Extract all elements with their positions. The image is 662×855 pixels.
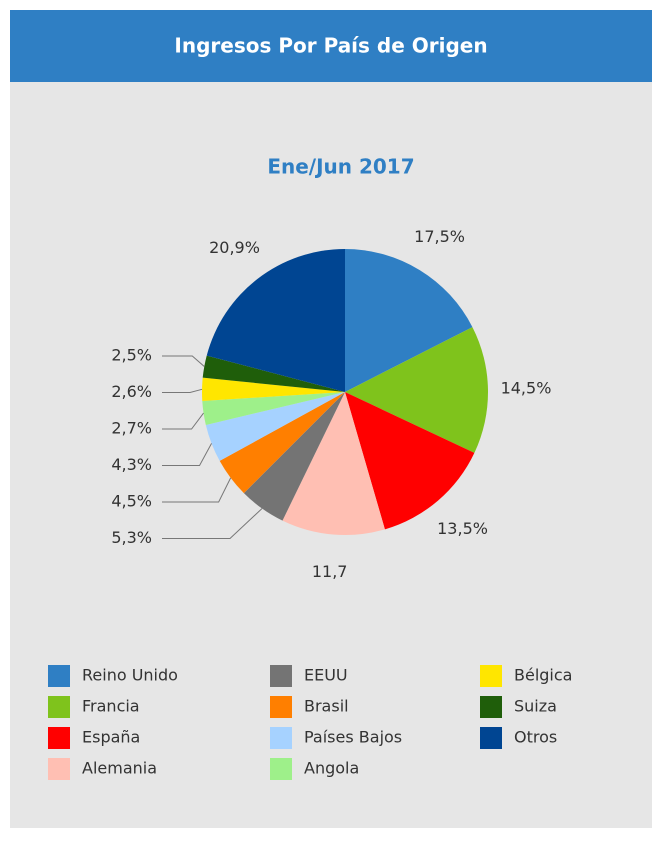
data-label: 4,3% xyxy=(111,455,152,474)
legend-label: Suiza xyxy=(514,697,557,716)
legend-label: Angola xyxy=(304,759,359,778)
leader-line xyxy=(162,477,232,503)
legend-label: Otros xyxy=(514,728,557,747)
pie-slice xyxy=(345,327,488,453)
leader-line xyxy=(162,388,203,393)
legend-label: Países Bajos xyxy=(304,728,402,747)
data-label: 2,7% xyxy=(111,419,152,438)
data-label: 2,6% xyxy=(111,382,152,401)
pie-slice xyxy=(345,392,475,530)
pie-slice xyxy=(202,392,345,425)
legend-label: Alemania xyxy=(82,759,157,778)
data-label: 4,5% xyxy=(111,492,152,511)
leader-line xyxy=(162,355,205,367)
pie-slice xyxy=(206,249,345,392)
pie-slice xyxy=(345,249,473,392)
leader-line xyxy=(162,412,204,430)
legend-swatch xyxy=(270,727,292,749)
pie-slice xyxy=(201,377,345,401)
data-label: 14,5% xyxy=(501,379,552,398)
legend-label: Francia xyxy=(82,697,140,716)
legend-swatch xyxy=(270,665,292,687)
legend-swatch xyxy=(48,727,70,749)
header-title: Ingresos Por País de Origen xyxy=(174,34,487,58)
legend-swatch xyxy=(480,696,502,718)
data-label: 5,3% xyxy=(111,528,152,547)
data-label: 17,5% xyxy=(414,227,465,246)
legend-swatch xyxy=(48,665,70,687)
pie-slice xyxy=(282,392,385,535)
pie-slice xyxy=(219,392,345,494)
pie-slice xyxy=(202,355,345,392)
legend-label: Bélgica xyxy=(514,666,572,685)
data-label: 11,7 xyxy=(312,562,348,581)
legend-swatch xyxy=(48,758,70,780)
chart-title: Ene/Jun 2017 xyxy=(267,155,414,179)
data-label: 2,5% xyxy=(111,346,152,365)
leader-line xyxy=(162,508,263,539)
legend-label: EEUU xyxy=(304,666,348,685)
legend-swatch xyxy=(480,727,502,749)
legend-swatch xyxy=(48,696,70,718)
legend-label: Reino Unido xyxy=(82,666,178,685)
leader-line xyxy=(162,443,212,466)
data-label: 20,9% xyxy=(209,238,260,257)
header-bar xyxy=(10,10,652,82)
data-label: 13,5% xyxy=(437,519,488,538)
pie-slice xyxy=(205,392,345,461)
legend-swatch xyxy=(270,758,292,780)
pie-slice xyxy=(243,392,345,521)
legend-label: España xyxy=(82,728,140,747)
legend-label: Brasil xyxy=(304,697,349,716)
legend-swatch xyxy=(270,696,292,718)
legend-swatch xyxy=(480,665,502,687)
